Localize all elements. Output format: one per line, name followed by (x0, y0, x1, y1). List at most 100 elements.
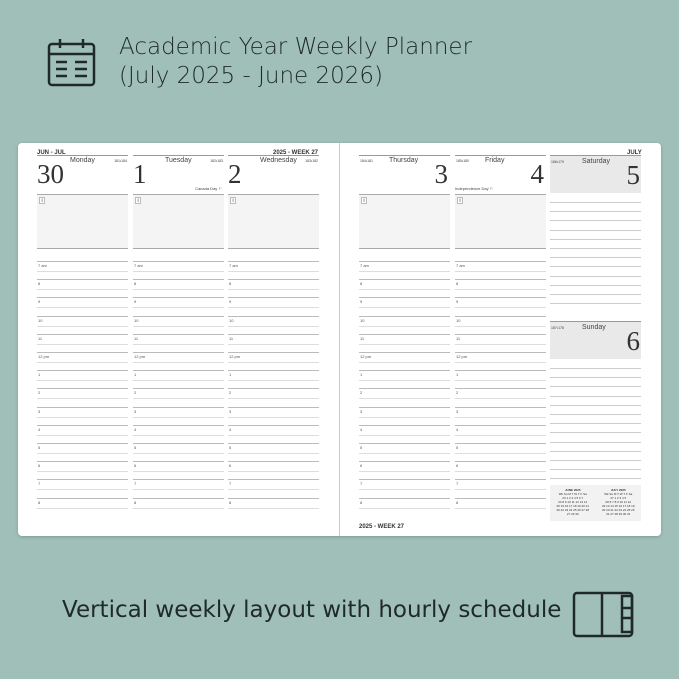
day-number: 3 (434, 159, 449, 189)
open-planner-icon (572, 591, 634, 638)
hour-slot[interactable]: 8 (133, 497, 224, 516)
hour-slot[interactable]: 6 (228, 461, 319, 479)
hour-slot[interactable]: 2 (37, 388, 128, 406)
hour-slot[interactable]: 3 (455, 406, 546, 425)
notes-box[interactable]: i (228, 194, 319, 249)
hour-slot[interactable]: 5 (133, 443, 224, 461)
hour-slot[interactable]: 3 (133, 406, 224, 425)
hour-slot[interactable]: 11 (359, 333, 450, 352)
hour-slot[interactable]: 3 (228, 406, 319, 425)
hour-slot[interactable]: 7 am (228, 261, 319, 279)
half-hour-line (455, 289, 546, 291)
half-hour-line (359, 471, 450, 473)
hour-slot[interactable]: 1 (455, 370, 546, 388)
hour-slot[interactable]: 8 (455, 279, 546, 297)
hour-slot[interactable]: 2 (228, 388, 319, 406)
notes-box[interactable]: i (359, 194, 450, 249)
hour-slot[interactable]: 4 (37, 424, 128, 443)
hour-label: 1 (456, 372, 459, 378)
hour-slot[interactable]: 8 (359, 279, 450, 297)
notes-box[interactable]: i (455, 194, 546, 249)
day-name: Saturday (582, 158, 611, 165)
hour-slot[interactable]: 11 (228, 333, 319, 352)
hour-slot[interactable]: 8 (228, 279, 319, 297)
hour-slot[interactable]: 7 (133, 479, 224, 497)
hour-slot[interactable]: 8 (455, 497, 546, 516)
hour-slot[interactable]: 4 (455, 424, 546, 443)
mini-calendar-row: 24 8 9 10 11 12 13 14 (558, 500, 588, 504)
hour-slot[interactable]: 9 (228, 297, 319, 315)
hour-slot[interactable]: 12 pm (359, 352, 450, 370)
hour-slot[interactable]: 5 (228, 443, 319, 461)
hour-slot[interactable]: 6 (37, 461, 128, 479)
notes-box[interactable]: i (37, 194, 128, 249)
hour-label: 6 (134, 463, 137, 469)
hour-slot[interactable]: 7 am (37, 261, 128, 279)
hour-slot[interactable]: 12 pm (455, 352, 546, 370)
half-hour-line (133, 489, 224, 491)
half-hour-line (455, 434, 546, 436)
hour-slot[interactable]: 11 (37, 333, 128, 352)
hour-slot[interactable]: 6 (359, 461, 450, 479)
hour-slot[interactable]: 12 pm (133, 352, 224, 370)
hour-slot[interactable]: 6 (455, 461, 546, 479)
hour-slot[interactable]: 1 (228, 370, 319, 388)
hour-slot[interactable]: 7 (37, 479, 128, 497)
day-column-thursday: 3 Thursday 184•181 i 7 am 8 9 10 11 12 pm 1 2 3 4 5 6 7 8 (359, 155, 450, 523)
mini-calendar-row: 25 15 16 17 18 19 20 21 (556, 504, 590, 508)
hour-label: 8 (456, 281, 459, 287)
hour-slot[interactable]: 10 (133, 315, 224, 334)
hour-slot[interactable]: 12 pm (37, 352, 128, 370)
hour-slot[interactable]: 3 (359, 406, 450, 425)
day-name: Monday (70, 157, 95, 164)
hour-slot[interactable]: 4 (359, 424, 450, 443)
half-hour-line (228, 271, 319, 272)
mini-calendar-row: 31 27 28 29 30 31 (606, 512, 631, 516)
hour-slot[interactable]: 10 (455, 315, 546, 334)
hour-label: 8 (229, 499, 232, 505)
hour-slot[interactable]: 7 (359, 479, 450, 497)
hour-slot[interactable]: 3 (37, 406, 128, 425)
hour-slot[interactable]: 1 (133, 370, 224, 388)
hour-slot[interactable]: 5 (359, 443, 450, 461)
hour-slot[interactable]: 11 (133, 333, 224, 352)
info-icon: i (457, 197, 463, 204)
hour-slot[interactable]: 1 (37, 370, 128, 388)
hour-slot[interactable]: 8 (133, 279, 224, 297)
hour-slot[interactable]: 5 (455, 443, 546, 461)
hour-slot[interactable]: 8 (359, 497, 450, 516)
hour-slot[interactable]: 9 (37, 297, 128, 315)
hour-slot[interactable]: 7 am (133, 261, 224, 279)
hour-slot[interactable]: 12 pm (228, 352, 319, 370)
hour-slot[interactable]: 7 (228, 479, 319, 497)
day-number: 4 (530, 159, 545, 189)
hour-slot[interactable]: 2 (455, 388, 546, 406)
hour-slot[interactable]: 8 (37, 279, 128, 297)
hour-slot[interactable]: 5 (37, 443, 128, 461)
hour-slot[interactable]: 1 (359, 370, 450, 388)
hour-slot[interactable]: 10 (37, 315, 128, 334)
hour-slot[interactable]: 9 (455, 297, 546, 315)
hour-slot[interactable]: 2 (359, 388, 450, 406)
hour-slot[interactable]: 10 (359, 315, 450, 334)
hour-slot[interactable]: 10 (228, 315, 319, 334)
hour-slot[interactable]: 6 (133, 461, 224, 479)
hour-slot[interactable]: 9 (133, 297, 224, 315)
hour-slot[interactable]: 7 am (359, 261, 450, 279)
hour-slot[interactable]: 4 (228, 424, 319, 443)
hour-slot[interactable]: 4 (133, 424, 224, 443)
hour-slot[interactable]: 8 (37, 497, 128, 516)
hour-slot[interactable]: 2 (133, 388, 224, 406)
hour-slot[interactable]: 8 (228, 497, 319, 516)
hour-slot[interactable]: 7 (455, 479, 546, 497)
half-hour-line (359, 325, 450, 327)
half-hour-line (228, 434, 319, 436)
notes-box[interactable]: i (133, 194, 224, 249)
hour-slot[interactable]: 9 (359, 297, 450, 315)
half-hour-line (37, 307, 128, 309)
hour-label: 9 (229, 299, 232, 305)
hour-label: 11 (229, 335, 234, 341)
hour-slot[interactable]: 11 (455, 333, 546, 352)
half-hour-line (359, 489, 450, 491)
hour-slot[interactable]: 7 am (455, 261, 546, 279)
